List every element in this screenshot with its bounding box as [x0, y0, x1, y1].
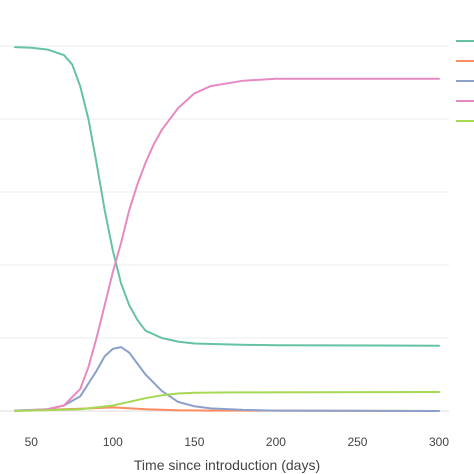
x-tick-label: 300 — [429, 435, 449, 449]
x-tick-label: 250 — [347, 435, 367, 449]
series-line-3 — [14, 346, 440, 412]
x-axis-ticks: 50 100 150 200 250 300 — [25, 435, 450, 449]
x-tick-label: 200 — [266, 435, 286, 449]
x-tick-label: 50 — [25, 435, 39, 449]
x-tick-label: 100 — [103, 435, 123, 449]
x-tick-label: 150 — [184, 435, 204, 449]
series-line-4 — [14, 77, 440, 412]
series-line-1 — [14, 46, 440, 347]
y-gridlines — [0, 45, 449, 412]
series-lines — [14, 46, 440, 412]
series-line-5 — [14, 391, 440, 412]
x-axis-title: Time since introduction (days) — [134, 457, 320, 473]
legend[interactable] — [456, 40, 474, 122]
